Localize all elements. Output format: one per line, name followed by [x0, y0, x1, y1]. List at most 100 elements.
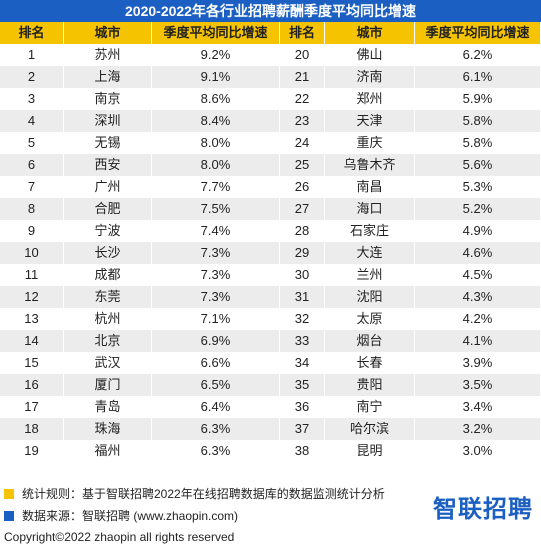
cell: 珠海 — [64, 418, 152, 440]
cell: 7.1% — [152, 308, 280, 330]
table-title: 2020-2022年各行业招聘薪酬季度平均同比增速 — [0, 0, 541, 22]
cell: 大连 — [325, 242, 415, 264]
cell: 6.2% — [415, 44, 541, 66]
cell: 19 — [0, 440, 64, 462]
cell: 6.4% — [152, 396, 280, 418]
cell: 5.8% — [415, 110, 541, 132]
cell: 深圳 — [64, 110, 152, 132]
cell: 5 — [0, 132, 64, 154]
cell: 武汉 — [64, 352, 152, 374]
cell: 30 — [280, 264, 325, 286]
cell: 9 — [0, 220, 64, 242]
cell: 17 — [0, 396, 64, 418]
cell: 9.2% — [152, 44, 280, 66]
cell: 7.7% — [152, 176, 280, 198]
cell: 兰州 — [325, 264, 415, 286]
cell: 8.0% — [152, 132, 280, 154]
cell: 福州 — [64, 440, 152, 462]
cell: 4.9% — [415, 220, 541, 242]
cell: 海口 — [325, 198, 415, 220]
cell: 7.3% — [152, 286, 280, 308]
cell: 4 — [0, 110, 64, 132]
cell: 南宁 — [325, 396, 415, 418]
cell: 35 — [280, 374, 325, 396]
cell: 长春 — [325, 352, 415, 374]
cell: 4.2% — [415, 308, 541, 330]
cell: 29 — [280, 242, 325, 264]
header-cell: 季度平均同比增速 — [415, 22, 541, 44]
cell: 20 — [280, 44, 325, 66]
cell: 34 — [280, 352, 325, 374]
cell: 33 — [280, 330, 325, 352]
copyright: Copyright©2022 zhaopin all rights reserv… — [4, 530, 235, 544]
header-cell: 季度平均同比增速 — [152, 22, 280, 44]
cell: 6.3% — [152, 418, 280, 440]
cell: 4.3% — [415, 286, 541, 308]
cell: 22 — [280, 88, 325, 110]
cell: 5.3% — [415, 176, 541, 198]
cell: 3.2% — [415, 418, 541, 440]
cell: 济南 — [325, 66, 415, 88]
cell: 3.5% — [415, 374, 541, 396]
cell: 6.3% — [152, 440, 280, 462]
cell: 太原 — [325, 308, 415, 330]
cell: 28 — [280, 220, 325, 242]
cell: 乌鲁木齐 — [325, 154, 415, 176]
cell: 天津 — [325, 110, 415, 132]
legend-square — [4, 489, 14, 499]
header-cell: 排名 — [0, 22, 64, 44]
legend-square — [4, 511, 14, 521]
cell: 3.4% — [415, 396, 541, 418]
cell: 厦门 — [64, 374, 152, 396]
cell: 烟台 — [325, 330, 415, 352]
cell: 合肥 — [64, 198, 152, 220]
cell: 5.2% — [415, 198, 541, 220]
cell: 12 — [0, 286, 64, 308]
cell: 6.6% — [152, 352, 280, 374]
cell: 6.9% — [152, 330, 280, 352]
cell: 4.1% — [415, 330, 541, 352]
cell: 14 — [0, 330, 64, 352]
cell: 27 — [280, 198, 325, 220]
cell: 石家庄 — [325, 220, 415, 242]
cell: 北京 — [64, 330, 152, 352]
header-cell: 城市 — [64, 22, 152, 44]
cell: 昆明 — [325, 440, 415, 462]
cell: 南京 — [64, 88, 152, 110]
cell: 8.6% — [152, 88, 280, 110]
cell: 西安 — [64, 154, 152, 176]
cell: 38 — [280, 440, 325, 462]
cell: 5.9% — [415, 88, 541, 110]
cell: 8 — [0, 198, 64, 220]
cell: 贵阳 — [325, 374, 415, 396]
cell: 24 — [280, 132, 325, 154]
cell: 上海 — [64, 66, 152, 88]
cell: 8.4% — [152, 110, 280, 132]
cell: 6.1% — [415, 66, 541, 88]
cell: 成都 — [64, 264, 152, 286]
cell: 7.3% — [152, 242, 280, 264]
cell: 18 — [0, 418, 64, 440]
cell: 佛山 — [325, 44, 415, 66]
cell: 广州 — [64, 176, 152, 198]
cell: 6.5% — [152, 374, 280, 396]
cell: 7.3% — [152, 264, 280, 286]
cell: 郑州 — [325, 88, 415, 110]
cell: 1 — [0, 44, 64, 66]
cell: 7 — [0, 176, 64, 198]
logo: 智联招聘 — [433, 496, 533, 523]
header-cell: 排名 — [280, 22, 325, 44]
cell: 6 — [0, 154, 64, 176]
cell: 哈尔滨 — [325, 418, 415, 440]
cell: 7.4% — [152, 220, 280, 242]
cell: 37 — [280, 418, 325, 440]
cell: 4.6% — [415, 242, 541, 264]
cell: 苏州 — [64, 44, 152, 66]
cell: 无锡 — [64, 132, 152, 154]
cell: 36 — [280, 396, 325, 418]
cell: 沈阳 — [325, 286, 415, 308]
cell: 32 — [280, 308, 325, 330]
cell: 2 — [0, 66, 64, 88]
cell: 9.1% — [152, 66, 280, 88]
cell: 宁波 — [64, 220, 152, 242]
